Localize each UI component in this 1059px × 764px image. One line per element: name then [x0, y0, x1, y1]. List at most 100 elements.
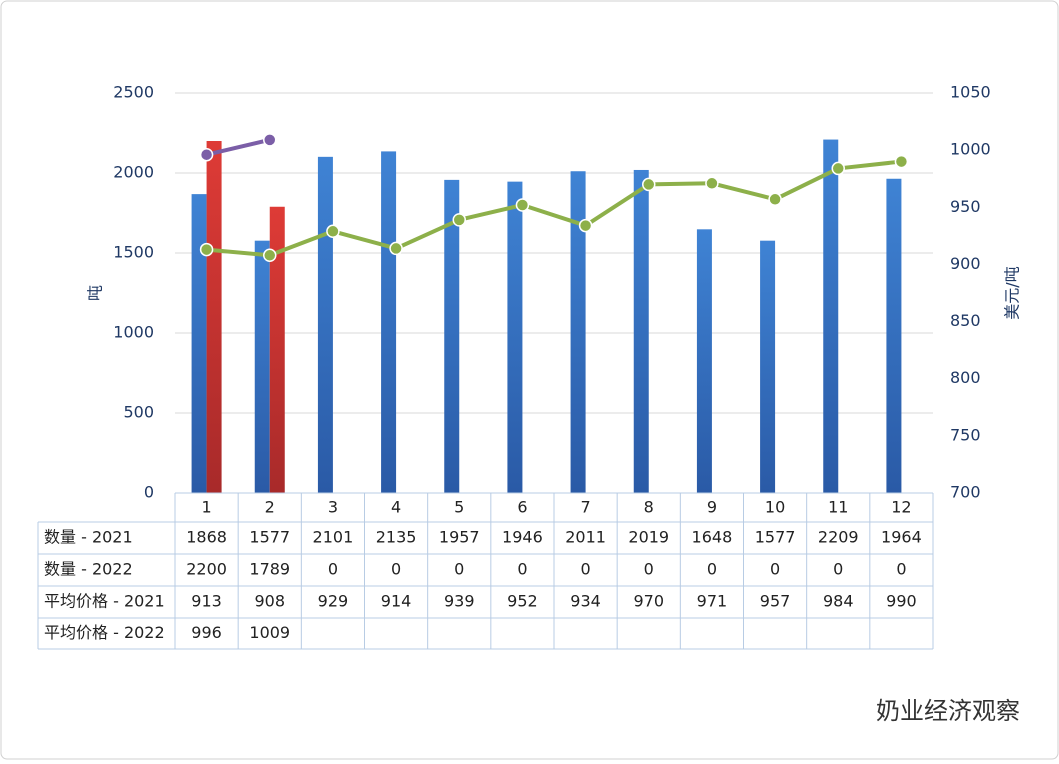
- line-marker: [705, 176, 719, 191]
- table-cell: 1946: [502, 528, 543, 547]
- line: [206, 159, 902, 258]
- bar: [444, 179, 460, 493]
- table-cell: 914: [381, 592, 412, 611]
- table-row-header: 数量 - 2021: [44, 528, 133, 547]
- y-tick-label: 1000: [113, 323, 154, 342]
- y2-tick-label: 1050: [950, 83, 991, 102]
- table-cell: 2101: [313, 528, 354, 547]
- y2-axis-label: 美元/吨: [1003, 266, 1022, 319]
- line-marker: [768, 192, 782, 207]
- table-cell: 1789: [249, 560, 290, 579]
- table-cell: 2011: [565, 528, 606, 547]
- bar: [886, 178, 902, 493]
- bar: [507, 181, 523, 493]
- bar: [760, 240, 776, 493]
- table-cell: 1009: [249, 623, 290, 642]
- table-cell: 1957: [439, 528, 480, 547]
- line-marker: [263, 133, 277, 147]
- table-cell: 984: [823, 592, 854, 611]
- line-marker: [642, 177, 656, 192]
- table-cell: 0: [644, 560, 654, 579]
- line-marker: [389, 241, 403, 256]
- table-cell: 1577: [755, 528, 796, 547]
- y-axis-label: 吨: [86, 285, 105, 301]
- y2-tick-label: 800: [950, 368, 981, 387]
- x-tick-label: 8: [644, 498, 654, 517]
- y2-tick-label: 700: [950, 483, 981, 502]
- table-cell: 0: [770, 560, 780, 579]
- y2-tick-label: 900: [950, 254, 981, 273]
- table-cell: 1577: [249, 528, 290, 547]
- table-cell: 990: [886, 592, 917, 611]
- y2-tick-label: 1000: [950, 140, 991, 159]
- table-cell: 929: [318, 592, 349, 611]
- table-cell: 1648: [692, 528, 733, 547]
- table-cell: 0: [707, 560, 717, 579]
- table-cell: 913: [191, 592, 222, 611]
- line-marker: [199, 147, 214, 162]
- bar: [823, 139, 839, 493]
- table-cell: 971: [697, 592, 728, 611]
- line-marker: [326, 224, 340, 239]
- y-tick-label: 1500: [113, 243, 154, 262]
- table-cell: 2135: [376, 528, 417, 547]
- bar: [570, 171, 586, 494]
- table-cell: 0: [517, 560, 527, 579]
- line: [206, 137, 271, 157]
- bar: [254, 240, 270, 493]
- x-tick-label: 11: [828, 498, 848, 517]
- x-tick-label: 9: [707, 498, 717, 517]
- bar: [633, 169, 649, 493]
- table-cell: 957: [760, 592, 791, 611]
- table-cell: 1964: [881, 528, 922, 547]
- x-tick-label: 5: [454, 498, 464, 517]
- bar: [206, 141, 222, 493]
- table-cell: 0: [391, 560, 401, 579]
- table-cell: 0: [896, 560, 906, 579]
- bar: [317, 156, 333, 493]
- x-tick-label: 1: [201, 498, 211, 517]
- x-tick-label: 12: [891, 498, 911, 517]
- table-cell: 934: [570, 592, 601, 611]
- line-marker: [263, 248, 277, 263]
- table-row-header: 平均价格 - 2021: [44, 592, 165, 611]
- bar: [696, 229, 712, 493]
- table-cell: 939: [444, 592, 475, 611]
- table-cell: 0: [454, 560, 464, 579]
- y-tick-label: 0: [144, 483, 154, 502]
- line-marker: [199, 242, 214, 257]
- y2-tick-label: 750: [950, 425, 981, 444]
- table-cell: 0: [328, 560, 338, 579]
- table-cell: 0: [580, 560, 590, 579]
- line-marker: [452, 213, 466, 227]
- bar: [269, 206, 285, 493]
- x-tick-label: 6: [517, 498, 527, 517]
- bar: [381, 151, 397, 493]
- table-cell: 2019: [628, 528, 669, 547]
- line-marker: [515, 198, 530, 212]
- table-cell: 908: [254, 592, 285, 611]
- line-marker: [831, 161, 845, 176]
- watermark: 奶业经济观察: [876, 697, 1020, 725]
- table-cell: 2200: [186, 560, 227, 579]
- x-tick-label: 10: [765, 498, 785, 517]
- x-tick-label: 3: [328, 498, 338, 517]
- x-tick-label: 4: [391, 498, 401, 517]
- x-tick-label: 7: [580, 498, 590, 517]
- y-tick-label: 2000: [113, 163, 154, 182]
- table-cell: 970: [633, 592, 664, 611]
- y2-tick-label: 950: [950, 197, 981, 216]
- y-tick-label: 500: [123, 403, 154, 422]
- x-tick-label: 2: [265, 498, 275, 517]
- bar: [191, 194, 207, 493]
- table-cell: 952: [507, 592, 538, 611]
- table-cell: 0: [833, 560, 843, 579]
- table-cell: 996: [191, 623, 222, 642]
- y2-tick-label: 850: [950, 311, 981, 330]
- line-marker: [894, 154, 909, 169]
- table-row-header: 平均价格 - 2022: [44, 623, 165, 642]
- y-tick-label: 2500: [113, 83, 154, 102]
- table-row-header: 数量 - 2022: [44, 560, 133, 579]
- table-cell: 1868: [186, 528, 227, 547]
